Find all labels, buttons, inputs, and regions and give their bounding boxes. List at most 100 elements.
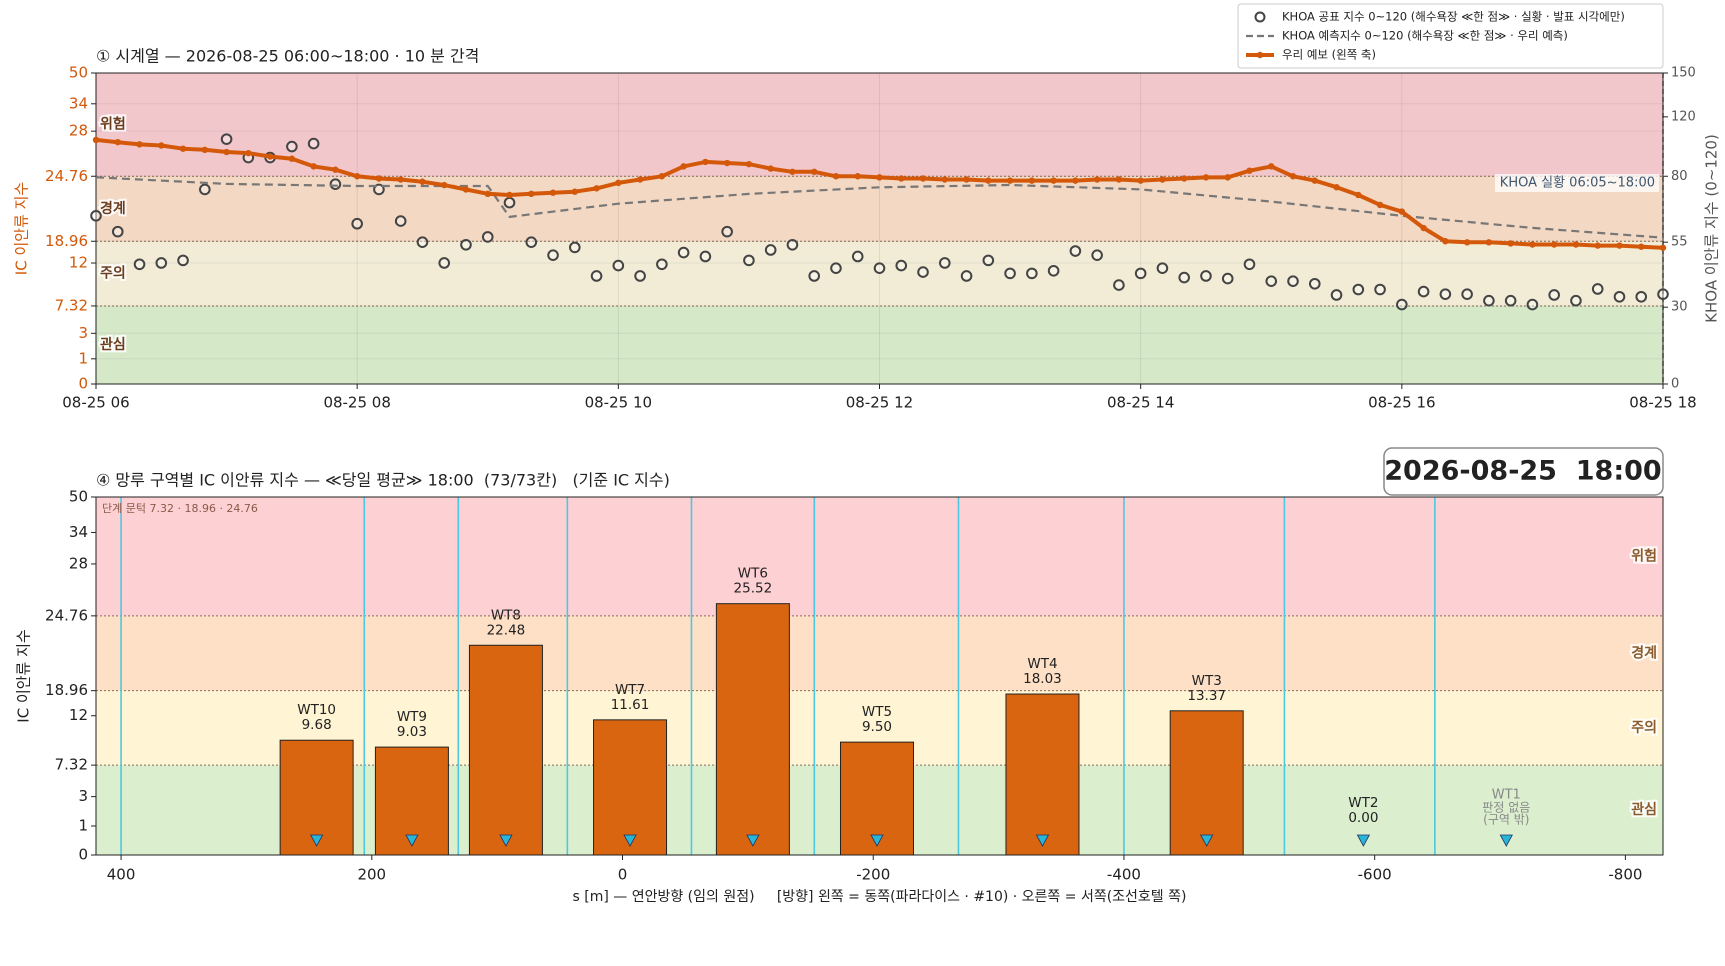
khoa-point <box>1396 298 1408 311</box>
khoa-point <box>1265 275 1278 287</box>
chart-title: ④ 망루 구역별 IC 이안류 지수 — ≪당일 평균≫ 18:00 (73/7… <box>96 471 670 490</box>
y-tick-label: 1 <box>78 349 88 367</box>
series-marker <box>723 159 731 167</box>
series-marker <box>571 188 579 195</box>
series-marker <box>353 173 361 180</box>
series-marker <box>245 149 252 157</box>
y-tick-label: 7.32 <box>55 296 88 314</box>
bar-name: WT7 <box>615 682 645 698</box>
khoa-point <box>199 183 211 196</box>
khoa-point <box>851 250 864 263</box>
series-marker <box>484 190 491 198</box>
value-label: 25.52 <box>734 581 773 597</box>
y2-tick-label: 0 <box>1671 377 1679 392</box>
x-tick-label: 08-25 06 <box>62 394 129 412</box>
series-marker <box>832 173 840 180</box>
y-tick-label: 3 <box>78 787 88 805</box>
series-marker <box>419 178 426 185</box>
y-tick-label: 28 <box>69 122 88 140</box>
legend-label: 우리 예보 (왼쪽 축) <box>1282 48 1376 62</box>
series-marker <box>702 158 709 166</box>
khoa-point <box>960 270 973 282</box>
khoa-point <box>743 254 755 267</box>
series-marker <box>1485 239 1493 246</box>
khoa-point <box>808 270 821 282</box>
legend-label: KHOA 예측지수 0~120 (해수욕장 ≪한 점≫ · 우리 예측) <box>1282 29 1568 43</box>
y-axis-label: IC 이안류 지수 <box>13 182 31 275</box>
series-marker <box>1355 191 1362 199</box>
y-tick-label: 34 <box>69 523 88 541</box>
series-marker <box>441 181 448 189</box>
khoa-point <box>634 270 646 282</box>
value-label: 0.00 <box>1348 810 1378 826</box>
series-marker <box>593 185 600 192</box>
khoa-point <box>481 231 494 243</box>
khoa-point <box>307 137 320 150</box>
tower-marker <box>405 834 419 847</box>
y-tick-label: 34 <box>69 94 88 112</box>
khoa-point <box>1635 290 1648 303</box>
khoa-point <box>394 215 407 227</box>
x-tick-label: -200 <box>856 866 890 884</box>
series-marker <box>288 155 296 162</box>
series-marker <box>1093 176 1101 183</box>
series-marker <box>266 153 274 160</box>
x-axis-label: s [m] — 연안방향 (임의 원점) [방향] 왼쪽 = 동쪽(파라다이스 … <box>573 889 1187 905</box>
khoa-point <box>286 140 298 153</box>
series-marker <box>158 142 165 149</box>
band-label: 경계 <box>1631 644 1657 661</box>
series-line <box>95 176 1664 239</box>
series-marker <box>1550 241 1558 248</box>
khoa-point <box>1200 270 1212 282</box>
series-marker <box>963 176 970 183</box>
khoa-point <box>460 238 472 251</box>
khoa-point <box>1330 289 1343 301</box>
y-tick-label: 50 <box>69 64 88 82</box>
x-tick-label: 200 <box>357 866 386 884</box>
tower-marker <box>1356 834 1371 847</box>
series-marker <box>310 163 317 170</box>
annotation: KHOA 실황 06:05~18:00 <box>1500 176 1655 191</box>
x-tick-label: 0 <box>618 866 628 884</box>
series-marker <box>1463 239 1471 246</box>
legend-box <box>1237 3 1664 69</box>
series-marker <box>1050 177 1057 184</box>
series-marker <box>1289 173 1297 180</box>
series-marker <box>985 177 992 184</box>
khoa-point <box>220 133 233 145</box>
khoa-point <box>1308 277 1321 290</box>
band-label: 관심 <box>1631 801 1657 818</box>
series-marker <box>1616 242 1623 249</box>
y-tick-label: 24.76 <box>45 167 88 185</box>
x-tick-label: 08-25 12 <box>846 394 913 412</box>
series-marker <box>1137 177 1144 184</box>
khoa-point <box>1221 272 1234 285</box>
bar-name: WT9 <box>397 709 427 725</box>
series-marker <box>1507 240 1514 247</box>
value-label: 9.50 <box>862 719 892 735</box>
value-label: 11.61 <box>611 697 650 713</box>
x-tick-label: -600 <box>1358 866 1392 884</box>
khoa-point <box>1243 258 1256 271</box>
series-marker <box>1159 176 1166 183</box>
series-marker <box>223 148 230 156</box>
khoa-point <box>1026 267 1038 280</box>
bar <box>468 644 543 856</box>
khoa-point <box>1374 283 1386 296</box>
bar-name: WT1 <box>1492 788 1521 803</box>
y2-tick-label: 80 <box>1671 169 1688 184</box>
khoa-point <box>982 254 995 267</box>
series-marker <box>92 136 100 144</box>
khoa-point <box>1657 288 1669 300</box>
series-marker <box>789 168 796 175</box>
series-marker <box>549 189 557 196</box>
value-label: 9.68 <box>302 717 332 733</box>
tower-marker <box>1035 834 1050 847</box>
tower-marker <box>309 834 324 847</box>
khoa-point <box>721 225 733 238</box>
tower-marker <box>1499 834 1513 847</box>
missing-label: 판정 없음 <box>1482 801 1530 815</box>
series-marker <box>462 186 470 193</box>
series-marker <box>136 141 143 148</box>
series-marker <box>680 163 687 170</box>
